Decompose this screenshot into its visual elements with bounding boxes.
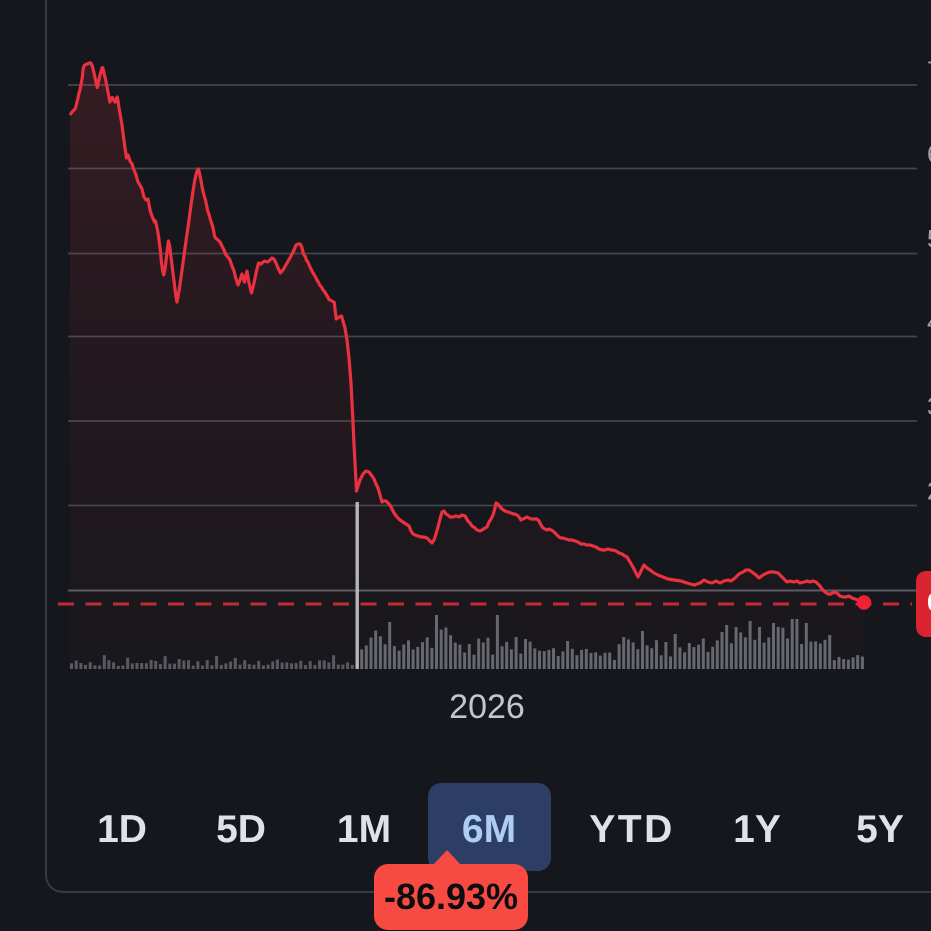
svg-text:3: 3	[927, 393, 931, 421]
svg-text:4: 4	[927, 309, 931, 337]
svg-text:0: 0	[927, 589, 931, 617]
svg-text:2: 2	[927, 478, 931, 506]
svg-text:5: 5	[927, 226, 931, 254]
svg-text:6: 6	[927, 141, 931, 169]
svg-text:7: 7	[927, 57, 931, 85]
